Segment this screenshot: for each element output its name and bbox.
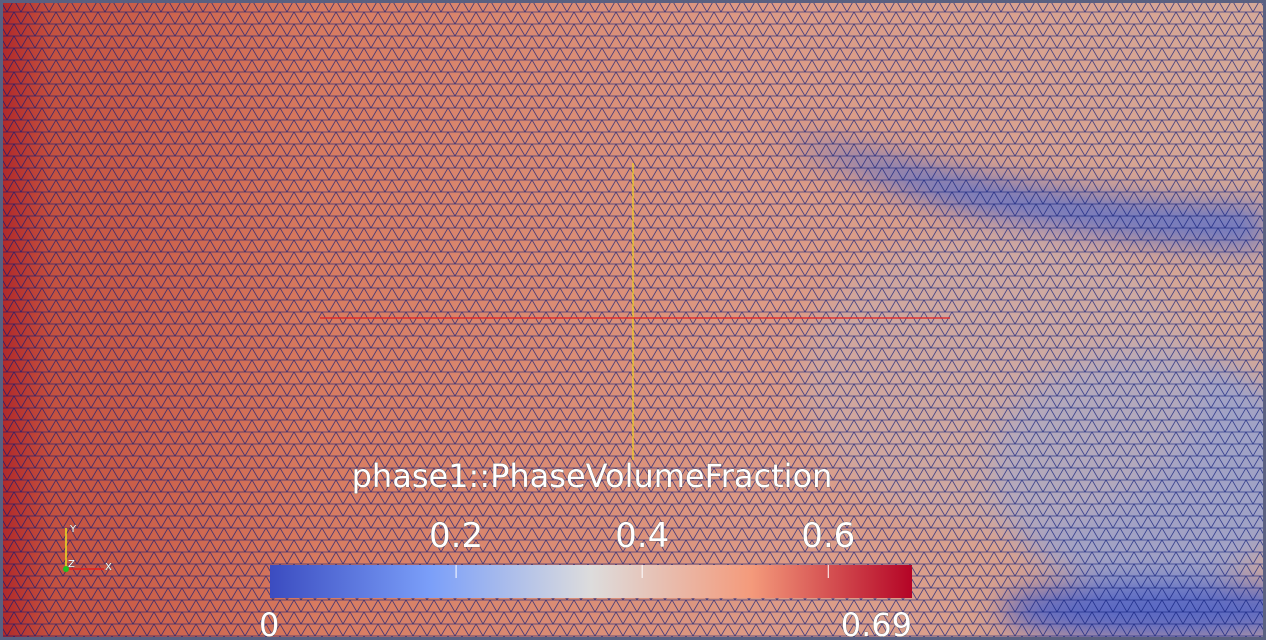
colorbar bbox=[270, 565, 912, 598]
orientation-axes: Y Z X bbox=[63, 524, 112, 573]
colorbar-tick-label: 0.6 bbox=[801, 516, 855, 556]
y-axis-label: Y bbox=[69, 524, 77, 535]
z-axis-label: Z bbox=[68, 559, 75, 570]
colorbar-tick-label: 0.2 bbox=[429, 516, 483, 556]
colorbar-title: phase1::PhaseVolumeFraction bbox=[352, 457, 833, 495]
x-axis-label: X bbox=[105, 562, 112, 573]
colorbar-max-label: 0.69 bbox=[841, 606, 912, 640]
colorbar-tick-label: 0.4 bbox=[615, 516, 669, 556]
colorbar-min-label: 0 bbox=[259, 606, 279, 640]
z-axis bbox=[63, 566, 69, 572]
